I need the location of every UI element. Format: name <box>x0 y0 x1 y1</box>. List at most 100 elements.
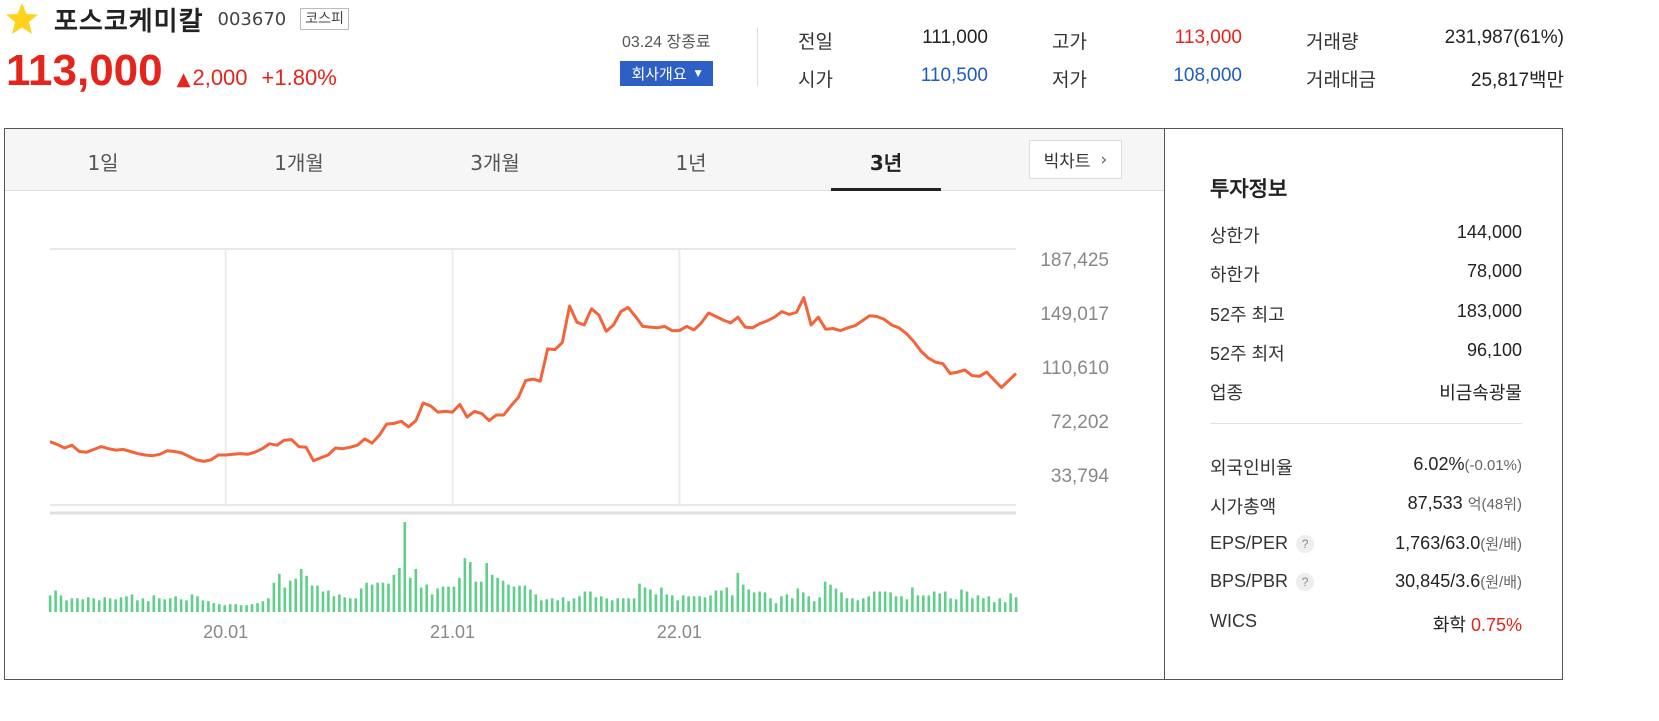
tab-1d[interactable]: 1일 <box>87 151 119 175</box>
volume-bar <box>545 599 548 612</box>
volume-bar <box>436 588 439 612</box>
mcap-unit: 억 <box>1467 496 1482 513</box>
lower-limit-value: 78,000 <box>1466 261 1522 281</box>
volume-bar <box>812 601 816 612</box>
volume-bar <box>136 600 139 612</box>
volume-bar <box>883 591 887 612</box>
volume-bar <box>414 569 418 612</box>
company-overview-button[interactable]: 회사개요 ▼ <box>620 61 713 86</box>
volume-bar <box>540 600 543 612</box>
mcap-value: 87,533 <box>1407 493 1463 513</box>
header-divider <box>757 28 758 86</box>
upper-limit-label: 상한가 <box>1210 226 1260 246</box>
foreign-change: (-0.01%) <box>1464 457 1522 474</box>
favorite-star-icon[interactable] <box>4 1 40 37</box>
bps-label: BPS/PBR <box>1210 571 1289 591</box>
volume-bar <box>305 575 308 612</box>
wics-pct: 0.75% <box>1470 615 1522 635</box>
volume-bar <box>911 587 914 612</box>
volume-bar <box>687 596 690 612</box>
volume-bar <box>692 596 696 612</box>
volume-bar <box>239 605 243 612</box>
volume-bar <box>365 582 368 612</box>
eps-unit: (원/배) <box>1480 536 1522 553</box>
prev-close-label: 전일 <box>798 32 833 53</box>
volume-bar <box>621 598 625 612</box>
help-icon[interactable]: ? <box>1296 573 1315 592</box>
volume-bar <box>332 596 336 612</box>
sector-label: 업종 <box>1210 383 1244 403</box>
volume-bar <box>125 596 128 612</box>
volume-bar <box>507 584 510 612</box>
bigchart-button[interactable]: 빅차트 › <box>1029 140 1122 179</box>
volume-bar <box>583 591 587 612</box>
tab-3m[interactable]: 3개월 <box>470 151 520 175</box>
volume-bar <box>709 595 712 612</box>
price-line <box>49 296 1018 463</box>
bps-unit: (원/배) <box>1480 574 1522 591</box>
volume-bar <box>965 591 969 612</box>
sector-value[interactable]: 비금속광물 <box>1439 383 1522 403</box>
volume-bar <box>179 599 183 612</box>
volume-bar <box>993 602 996 612</box>
volume-bar <box>889 592 892 612</box>
volume-bar <box>256 603 259 612</box>
volume-bar <box>834 588 838 612</box>
tab-1m[interactable]: 1개월 <box>274 151 324 175</box>
volume-bar <box>403 522 407 612</box>
volume-bar <box>610 600 614 612</box>
volume-bar <box>878 591 881 612</box>
stock-code: 003670 <box>217 8 287 30</box>
y-axis-labels: 187,425 149,017 110,610 72,202 33,794 <box>1040 250 1109 487</box>
volume-bar <box>119 597 123 612</box>
volume-bar <box>474 581 478 612</box>
current-price: 113,000 <box>6 46 163 95</box>
x-axis-labels: 20.01 21.01 22.01 <box>203 622 702 642</box>
wics-label: WICS <box>1210 611 1257 631</box>
low-label: 저가 <box>1052 70 1087 91</box>
volume-bar <box>469 562 472 612</box>
volume-bar <box>714 590 718 612</box>
volume-bar <box>589 591 592 612</box>
price-change: 2,000 <box>192 65 248 90</box>
volume-bar <box>643 587 647 612</box>
volume-bar <box>676 600 679 612</box>
volume-bar <box>114 599 117 612</box>
amount-label: 거래대금 <box>1306 70 1376 91</box>
low52-value: 96,100 <box>1466 340 1522 360</box>
high52-value: 183,000 <box>1456 301 1522 321</box>
volume-bar <box>349 598 352 612</box>
volume-bar <box>158 598 161 612</box>
volume-bar <box>971 598 974 612</box>
volume-bar <box>54 590 57 612</box>
stock-title: 포스코케미칼 003670 코스피 <box>4 1 349 37</box>
chart-grid <box>50 248 1016 515</box>
low-value: 108,000 <box>1173 65 1242 86</box>
volume-bar <box>900 596 903 612</box>
volume-bar <box>409 577 412 612</box>
tab-3y[interactable]: 3년 <box>869 151 903 175</box>
bigchart-label: 빅차트 <box>1043 152 1091 172</box>
mcap-rank: (48위) <box>1481 496 1522 513</box>
volume-bar <box>245 605 248 612</box>
volume-bar <box>660 587 663 612</box>
price-row: 113,000 ▲ 2,000 +1.80% <box>6 46 337 96</box>
volume-bar <box>518 585 521 612</box>
volume-bar <box>316 585 319 612</box>
high52-label: 52주 최고 <box>1210 305 1285 325</box>
volume-bar <box>523 585 527 612</box>
volume-bar <box>927 595 931 612</box>
volume-bar <box>223 605 226 612</box>
volume-bar <box>65 600 68 612</box>
help-icon[interactable]: ? <box>1296 535 1315 554</box>
wics-value[interactable]: 화학 <box>1432 615 1466 635</box>
volume-bar <box>283 587 287 612</box>
tab-1y[interactable]: 1년 <box>675 151 707 175</box>
volume-bar <box>703 597 707 612</box>
volume-bar <box>103 597 106 612</box>
low52-label: 52주 최저 <box>1210 344 1285 364</box>
volume-bar <box>425 584 428 612</box>
volume-bar <box>922 595 925 612</box>
volume-bar <box>490 574 494 612</box>
